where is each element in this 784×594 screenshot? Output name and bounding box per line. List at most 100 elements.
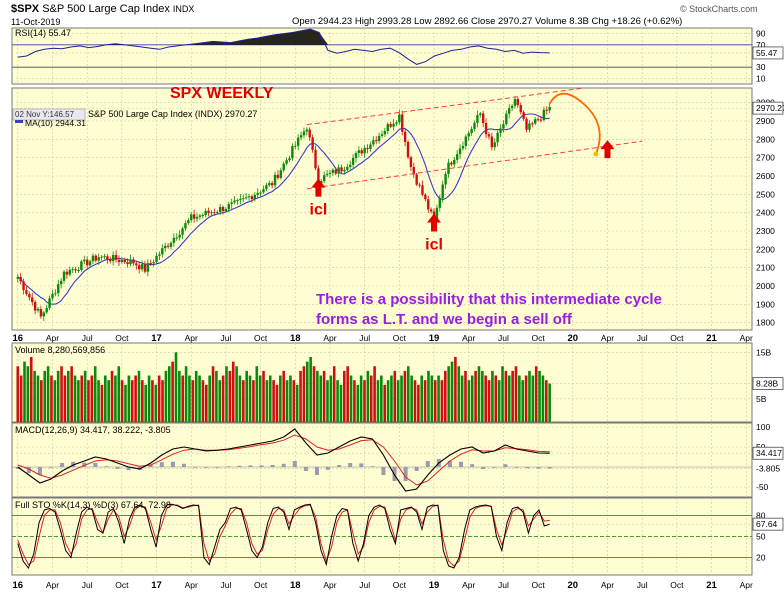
volume-bar [23,361,26,422]
stochastic-d-line [17,504,550,567]
macd-histogram-bar [492,467,497,468]
volume-bar [403,370,407,422]
volume-bar [376,380,380,422]
x-axis-tick-label: 21 [706,333,717,344]
x-axis-tick-label: Jul [359,333,370,343]
price-candle [221,206,225,212]
price-candle [149,263,152,265]
price-candle [542,109,546,120]
macd-histogram-bar [403,467,408,481]
volume-bar [77,380,80,422]
macd-histogram-bar [248,465,253,467]
price-candle [479,113,482,116]
volume-bar [248,375,252,422]
price-panel [11,87,753,331]
price-candle [224,209,228,212]
volume-bar [228,370,232,422]
price-candle [204,210,207,216]
volume-bar [326,380,329,422]
price-candle [444,173,447,185]
x-axis-tick-label: Apr [323,333,336,343]
projection-arc [548,92,601,155]
price-candle [213,212,216,214]
x-axis-tick-label: 18 [290,580,301,591]
macd-histogram-bar [49,467,54,468]
price-y-tick-label: 2000 [756,281,775,291]
volume-bar [117,366,121,422]
volume-bar [93,366,97,422]
volume-bar [167,366,171,422]
volume-bar [423,380,427,422]
macd-histogram-bar [381,467,386,475]
price-candle [59,280,63,285]
price-candle [403,131,407,142]
volume-bar [305,361,309,422]
price-candle [233,200,236,203]
volume-bar [312,366,316,422]
macd-y-tick-label: -50 [756,482,769,492]
x-axis-tick-label: Apr [740,333,753,343]
volume-bar [16,366,20,422]
macd-histogram-bar [292,461,297,467]
volume-bar [238,375,242,422]
price-y-tick-label: 2100 [756,263,775,273]
price-candle [111,254,115,262]
rsi-panel [11,27,753,85]
volume-bar [53,380,57,422]
price-candle [308,129,311,138]
price-candle [545,109,548,111]
rsi-y-tick-label: 30 [756,62,766,72]
x-axis-tick-label: Oct [531,580,545,590]
volume-bar [181,375,185,422]
price-candle [109,259,112,262]
channel-upper-line [306,87,585,126]
price-candle [351,157,355,165]
volume-bar [339,384,343,422]
volume-bar [255,366,259,422]
macd-histogram-bar [370,466,375,467]
price-candle [372,140,375,145]
x-axis-tick-label: Apr [601,580,614,590]
volume-bar [292,380,296,422]
price-candle [239,198,242,200]
volume-bar [444,370,447,422]
icl-label: icl [310,202,328,219]
stochastic-y-tick-label: 80 [756,511,766,521]
macd-histogram-bar [37,467,42,475]
volume-bar [134,375,137,422]
price-candle [305,129,309,132]
volume-bar [90,375,94,422]
volume-y-tick-label: 15B [756,347,771,357]
volume-bar [497,380,501,422]
macd-histogram-bar [181,463,186,467]
volume-bar [396,380,400,422]
price-candle [279,170,283,178]
volume-bar [336,380,339,422]
volume-bar [242,380,245,422]
volume-bar [107,380,110,422]
macd-y-tick-label: 34.417 [756,448,782,458]
price-candle [302,131,306,136]
volume-bar [528,370,531,422]
price-candle [525,118,528,130]
volume-bar [285,380,289,422]
volume-bar [430,375,434,422]
price-candle [453,159,456,165]
volume-bar [406,366,410,422]
price-candle [499,128,502,133]
price-candle [39,308,43,317]
price-candle [496,132,499,143]
volume-bar [282,370,286,422]
volume-bar [157,375,161,422]
price-candle [42,312,45,317]
volume-bar [83,370,87,422]
macd-histogram-bar [82,462,87,467]
price-candle [455,154,459,160]
price-candle [291,146,294,159]
macd-histogram-bar [15,467,20,469]
macd-last-value-box [752,446,784,460]
price-candle [230,202,233,205]
chart-symbol: $SPX [11,3,40,15]
volume-bar [289,375,292,422]
price-candle [132,259,135,264]
